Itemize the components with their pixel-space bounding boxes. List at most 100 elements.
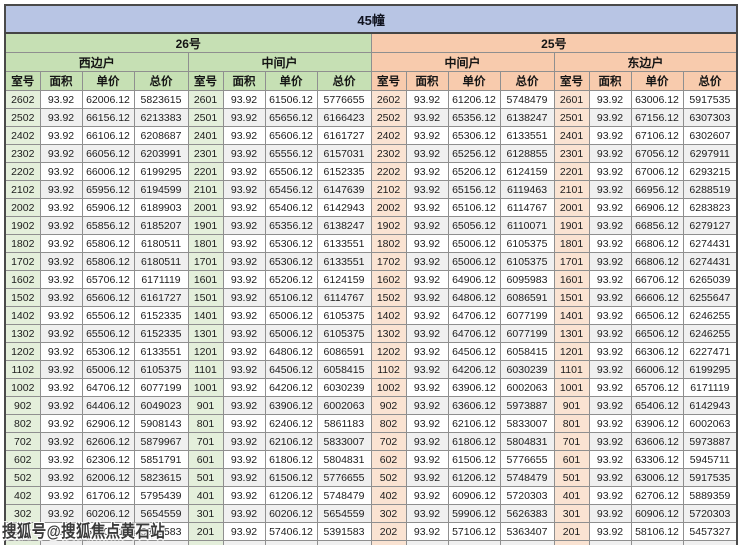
total-price-cell: 6203991 — [133, 144, 189, 163]
room-cell: 1802 — [370, 234, 407, 253]
room-cell: 1901 — [187, 216, 224, 235]
room-cell: 2601 — [187, 90, 224, 109]
table-row: 2302 93.92 66056.12 6203991 2301 93.92 65556.1… — [4, 144, 738, 163]
room-cell: 2502 — [4, 108, 41, 127]
total-price-cell: 5748479 — [499, 468, 555, 487]
total-price-cell: 6283823 — [682, 198, 738, 217]
area-cell: 93.92 — [39, 306, 83, 325]
table-row: 2002 93.92 65906.12 6189903 2001 93.92 65406.1… — [4, 198, 738, 217]
area-cell: 93.92 — [588, 486, 632, 505]
unit-price-cell: 65506.12 — [81, 306, 135, 325]
area-cell: 93.92 — [588, 468, 632, 487]
unit-price-cell: 65406.12 — [264, 198, 318, 217]
unit-price-cell: 61806.12 — [264, 450, 318, 469]
area-cell: 93.92 — [588, 396, 632, 415]
room-cell: 1102 — [4, 360, 41, 379]
unit-price-cell: 66906.12 — [630, 198, 684, 217]
column-header-area: 面积 — [39, 71, 83, 91]
room-cell: 602 — [370, 450, 407, 469]
total-price-cell: 6119463 — [499, 180, 555, 199]
unit-price-cell: 65906.12 — [81, 198, 135, 217]
unit-price-cell: 65156.12 — [447, 180, 501, 199]
total-price-cell: 6077199 — [499, 306, 555, 325]
total-price-cell: 6227471 — [682, 342, 738, 361]
table-row: 2102 93.92 65956.12 6194599 2101 93.92 65456.1… — [4, 180, 738, 199]
unit-price-cell: 65206.12 — [447, 162, 501, 181]
total-price-cell: 5917535 — [682, 468, 738, 487]
area-cell: 93.92 — [222, 378, 266, 397]
unit-price-cell: 63906.12 — [447, 378, 501, 397]
room-cell: 1002 — [4, 378, 41, 397]
area-cell: 93.92 — [39, 108, 83, 127]
room-cell: 1101 — [553, 360, 590, 379]
unit-price-cell: 64706.12 — [447, 324, 501, 343]
unit-price-cell: 66056.12 — [81, 144, 135, 163]
table-row: 1802 93.92 65806.12 6180511 1801 93.92 65306.1… — [4, 234, 738, 253]
unit-price-cell: 65106.12 — [447, 198, 501, 217]
area-cell: 93.92 — [222, 180, 266, 199]
total-price-cell: 6152335 — [133, 306, 189, 325]
unit-price-cell: 56106.12 — [630, 540, 684, 545]
total-price-cell: 6213383 — [133, 108, 189, 127]
total-price-cell: 5833007 — [499, 414, 555, 433]
total-price-cell: 5833007 — [316, 432, 372, 451]
total-price-cell: 6002063 — [499, 378, 555, 397]
column-header-row: 室号 面积 单价 总价 室号 面积 单价 总价 室号 面积 单价 总价 室号 面… — [4, 71, 738, 91]
total-price-cell: 6138247 — [316, 216, 372, 235]
total-price-cell: 6274431 — [682, 234, 738, 253]
unit-price-cell: 62706.12 — [630, 486, 684, 505]
total-price-cell: 5879967 — [133, 432, 189, 451]
area-cell: 93.92 — [39, 468, 83, 487]
area-cell: 93.92 — [222, 450, 266, 469]
area-cell: 93.92 — [588, 540, 632, 545]
unit-price-cell: 64206.12 — [264, 378, 318, 397]
total-price-cell: 6307303 — [682, 108, 738, 127]
room-cell: 302 — [4, 504, 41, 523]
area-cell: 93.92 — [405, 360, 449, 379]
unit-price-cell: 64206.12 — [447, 360, 501, 379]
area-cell: 93.92 — [39, 90, 83, 109]
room-cell: 1602 — [4, 270, 41, 289]
unit-price-cell: 66306.12 — [630, 342, 684, 361]
unit-price-cell: 54606.12 — [447, 540, 501, 545]
unit-price-cell: 63606.12 — [630, 432, 684, 451]
room-cell: 2001 — [553, 198, 590, 217]
unit-price-cell: 65006.12 — [264, 306, 318, 325]
total-price-cell: 5823615 — [133, 90, 189, 109]
room-cell: 1401 — [553, 306, 590, 325]
area-cell: 93.92 — [588, 234, 632, 253]
area-cell: 93.92 — [39, 486, 83, 505]
total-price-cell: 6297911 — [682, 144, 738, 163]
total-price-cell: 5795439 — [133, 486, 189, 505]
building-title: 45幢 — [4, 4, 738, 34]
total-price-cell: 6199295 — [133, 162, 189, 181]
table-row: 2402 93.92 66106.12 6208687 2401 93.92 65606.1… — [4, 126, 738, 145]
room-cell: 202 — [4, 522, 41, 541]
area-cell: 93.92 — [588, 414, 632, 433]
room-cell: 2501 — [187, 108, 224, 127]
total-price-cell: 5973887 — [499, 396, 555, 415]
room-cell: 701 — [187, 432, 224, 451]
area-cell: 93.92 — [588, 270, 632, 289]
area-cell: 93.92 — [222, 270, 266, 289]
unit-price-cell: 65606.12 — [264, 126, 318, 145]
unit-price-cell: 62406.12 — [264, 414, 318, 433]
table-row: 902 93.92 64406.12 6049023 901 93.92 63906.12 6… — [4, 396, 738, 415]
area-cell: 93.92 — [39, 162, 83, 181]
total-price-cell: 6265039 — [682, 270, 738, 289]
unit-price-cell: 59906.12 — [447, 504, 501, 523]
unit-price-cell: 62006.12 — [81, 468, 135, 487]
column-header-total-price: 总价 — [133, 71, 189, 91]
area-cell: 93.92 — [588, 432, 632, 451]
area-cell: 93.92 — [222, 432, 266, 451]
area-cell: 93.92 — [588, 198, 632, 217]
unit-price-cell: 66106.12 — [81, 126, 135, 145]
unit-price-cell: 65806.12 — [81, 252, 135, 271]
total-price-cell: 6105375 — [499, 234, 555, 253]
unit-price-cell: 66706.12 — [630, 270, 684, 289]
total-price-cell: 6166423 — [316, 108, 372, 127]
total-price-cell: 6293215 — [682, 162, 738, 181]
total-price-cell: 5720303 — [682, 504, 738, 523]
area-cell: 93.92 — [222, 522, 266, 541]
